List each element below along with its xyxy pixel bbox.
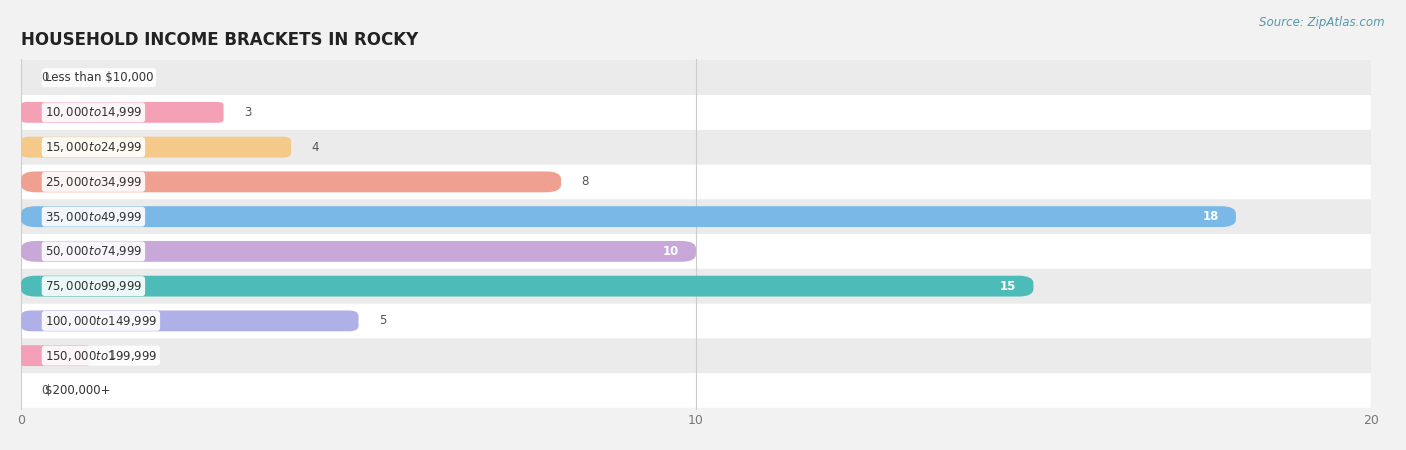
Text: 0: 0	[41, 71, 49, 84]
Text: $100,000 to $149,999: $100,000 to $149,999	[45, 314, 157, 328]
FancyBboxPatch shape	[21, 102, 224, 123]
FancyBboxPatch shape	[21, 269, 1371, 303]
FancyBboxPatch shape	[21, 345, 89, 366]
Text: $10,000 to $14,999: $10,000 to $14,999	[45, 105, 142, 119]
Text: $150,000 to $199,999: $150,000 to $199,999	[45, 349, 157, 363]
FancyBboxPatch shape	[21, 373, 1371, 408]
FancyBboxPatch shape	[21, 303, 1371, 338]
FancyBboxPatch shape	[21, 338, 1371, 373]
FancyBboxPatch shape	[21, 60, 1371, 95]
FancyBboxPatch shape	[21, 234, 1371, 269]
FancyBboxPatch shape	[21, 310, 359, 331]
Text: 15: 15	[1000, 279, 1017, 292]
Text: 0: 0	[41, 384, 49, 397]
Text: 1: 1	[108, 349, 117, 362]
Text: $50,000 to $74,999: $50,000 to $74,999	[45, 244, 142, 258]
Text: 10: 10	[662, 245, 679, 258]
Text: Less than $10,000: Less than $10,000	[45, 71, 153, 84]
FancyBboxPatch shape	[21, 241, 696, 262]
Text: HOUSEHOLD INCOME BRACKETS IN ROCKY: HOUSEHOLD INCOME BRACKETS IN ROCKY	[21, 31, 419, 49]
FancyBboxPatch shape	[21, 130, 1371, 165]
Text: $75,000 to $99,999: $75,000 to $99,999	[45, 279, 142, 293]
FancyBboxPatch shape	[21, 171, 561, 192]
Text: $15,000 to $24,999: $15,000 to $24,999	[45, 140, 142, 154]
FancyBboxPatch shape	[21, 199, 1371, 234]
Text: $25,000 to $34,999: $25,000 to $34,999	[45, 175, 142, 189]
FancyBboxPatch shape	[21, 206, 1236, 227]
Text: 3: 3	[243, 106, 252, 119]
FancyBboxPatch shape	[21, 95, 1371, 130]
Text: 4: 4	[311, 140, 319, 153]
FancyBboxPatch shape	[21, 165, 1371, 199]
Text: $35,000 to $49,999: $35,000 to $49,999	[45, 210, 142, 224]
Text: 18: 18	[1202, 210, 1219, 223]
FancyBboxPatch shape	[21, 137, 291, 157]
FancyBboxPatch shape	[21, 276, 1033, 297]
Text: Source: ZipAtlas.com: Source: ZipAtlas.com	[1260, 16, 1385, 29]
Text: $200,000+: $200,000+	[45, 384, 110, 397]
Text: 5: 5	[378, 315, 387, 328]
Text: 8: 8	[581, 176, 589, 189]
